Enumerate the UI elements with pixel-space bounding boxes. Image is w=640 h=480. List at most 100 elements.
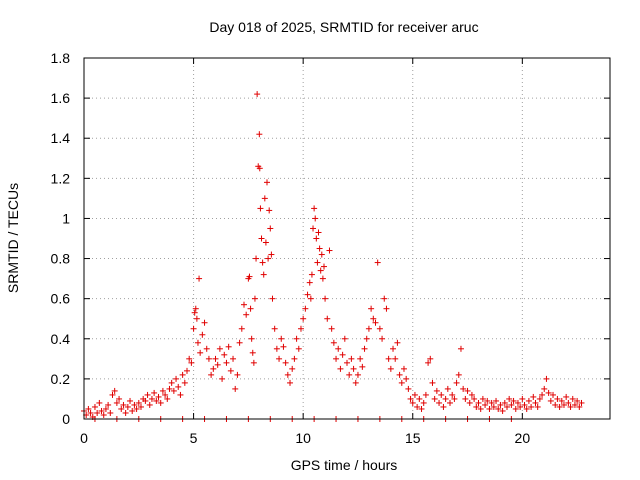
data-point [232, 385, 239, 392]
data-point [425, 359, 432, 366]
data-point [350, 365, 357, 372]
data-point [186, 355, 193, 362]
data-point [346, 371, 353, 378]
data-point [118, 405, 125, 412]
data-point [197, 349, 204, 356]
data-point [304, 291, 311, 298]
data-point [310, 225, 317, 232]
data-point [488, 399, 495, 406]
data-point [122, 409, 129, 416]
data-point [94, 409, 101, 416]
data-point [153, 397, 160, 404]
data-point [266, 207, 273, 214]
data-point [444, 385, 451, 392]
data-point [436, 399, 443, 406]
data-point [210, 365, 217, 372]
data-point [422, 391, 429, 398]
x-tick-label: 10 [295, 430, 311, 446]
data-point [120, 401, 127, 408]
data-point [547, 397, 554, 404]
data-point [271, 325, 278, 332]
y-tick-label: 1.8 [51, 50, 71, 66]
data-point [490, 403, 497, 410]
data-point [390, 345, 397, 352]
data-point [175, 383, 182, 390]
data-point [191, 309, 198, 316]
data-point [486, 405, 493, 412]
data-point [212, 355, 219, 362]
data-point [554, 395, 561, 402]
data-point [565, 399, 572, 406]
data-point [205, 355, 212, 362]
data-point [473, 403, 480, 410]
data-point [261, 195, 268, 202]
data-point [269, 295, 276, 302]
data-point [411, 391, 418, 398]
data-point [357, 355, 364, 362]
data-point [433, 387, 440, 394]
data-point [330, 339, 337, 346]
data-point [326, 247, 333, 254]
data-point [168, 379, 175, 386]
data-point [440, 403, 447, 410]
data-point [471, 395, 478, 402]
x-tick-label: 15 [405, 430, 421, 446]
data-point [230, 355, 237, 362]
data-point [400, 365, 407, 372]
data-point [111, 387, 118, 394]
data-point [316, 245, 323, 252]
data-point [243, 311, 250, 318]
data-point [501, 399, 508, 406]
data-point [536, 395, 543, 402]
data-point [466, 399, 473, 406]
data-point [254, 91, 261, 98]
data-point [576, 403, 583, 410]
data-point [142, 397, 149, 404]
data-point [339, 351, 346, 358]
data-point [312, 215, 319, 222]
data-point [214, 361, 221, 368]
data-point [240, 301, 247, 308]
x-tick-label: 0 [80, 430, 88, 446]
data-point [525, 397, 532, 404]
data-point [387, 365, 394, 372]
data-point [534, 403, 541, 410]
data-point [512, 405, 519, 412]
data-point [318, 251, 325, 258]
data-point [563, 393, 570, 400]
data-point [420, 399, 427, 406]
data-point [273, 345, 280, 352]
data-point [184, 367, 191, 374]
data-point [427, 355, 434, 362]
data-point [396, 371, 403, 378]
data-point [372, 319, 379, 326]
data-point [550, 391, 557, 398]
data-point [541, 385, 548, 392]
data-point [87, 409, 94, 416]
plot-frame [83, 57, 611, 420]
data-point [567, 403, 574, 410]
data-point [449, 391, 456, 398]
y-tick-label: 0.4 [51, 331, 71, 347]
data-point [543, 375, 550, 382]
data-point [405, 385, 412, 392]
data-point [374, 259, 381, 266]
y-tick-label: 0.8 [51, 251, 71, 267]
data-point [322, 295, 329, 302]
data-point [190, 325, 197, 332]
y-tick-label: 1.6 [51, 90, 71, 106]
data-point [164, 395, 171, 402]
data-point [464, 387, 471, 394]
data-point [352, 379, 359, 386]
data-point [385, 355, 392, 362]
data-point [133, 405, 140, 412]
data-point [311, 205, 318, 212]
data-point [148, 395, 155, 402]
data-point [162, 391, 169, 398]
data-point [523, 405, 530, 412]
data-point [96, 399, 103, 406]
data-point [260, 271, 267, 278]
data-point [188, 359, 195, 366]
data-point [317, 267, 324, 274]
data-point [479, 395, 486, 402]
